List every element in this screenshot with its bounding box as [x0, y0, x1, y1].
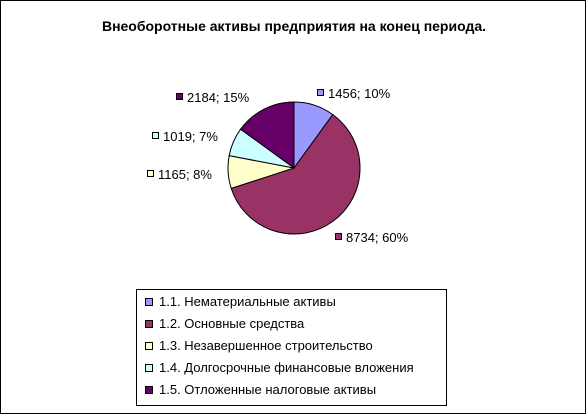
slice-label-text: 1165; 8% — [158, 167, 212, 182]
pie-slice-5 — [239, 101, 295, 169]
slice-label-text: 2184; 15% — [187, 90, 250, 105]
chart-title: Внеоборотные активы предприятия на конец… — [101, 18, 487, 34]
chart-legend: 1.1. Нематериальные активы 1.2. Основные… — [136, 289, 447, 406]
pie-chart — [227, 101, 361, 235]
legend-label: 1.5. Отложенные налоговые активы — [159, 382, 377, 397]
slice-label-swatch — [152, 132, 159, 139]
legend-label: 1.2. Основные средства — [159, 316, 305, 331]
legend-label: 1.4. Долгосрочные финансовые вложения — [159, 360, 414, 375]
legend-swatch — [145, 342, 153, 350]
slice-label-swatch — [176, 93, 183, 100]
slice-label-text: 8734; 60% — [346, 230, 409, 245]
slice-label-swatch — [335, 233, 342, 240]
slice-label-text: 1456; 10% — [328, 86, 391, 101]
legend-label: 1.3. Незавершенное строительство — [159, 338, 373, 353]
legend-swatch — [145, 298, 153, 306]
slice-label-swatch — [317, 89, 324, 96]
pie-slice-2 — [230, 113, 361, 235]
legend-swatch — [145, 364, 153, 372]
slice-label-text: 1019; 7% — [163, 129, 218, 144]
legend-label: 1.1. Нематериальные активы — [159, 294, 336, 309]
legend-swatch — [145, 386, 153, 394]
legend-swatch — [145, 320, 153, 328]
slice-label-swatch — [147, 170, 154, 177]
